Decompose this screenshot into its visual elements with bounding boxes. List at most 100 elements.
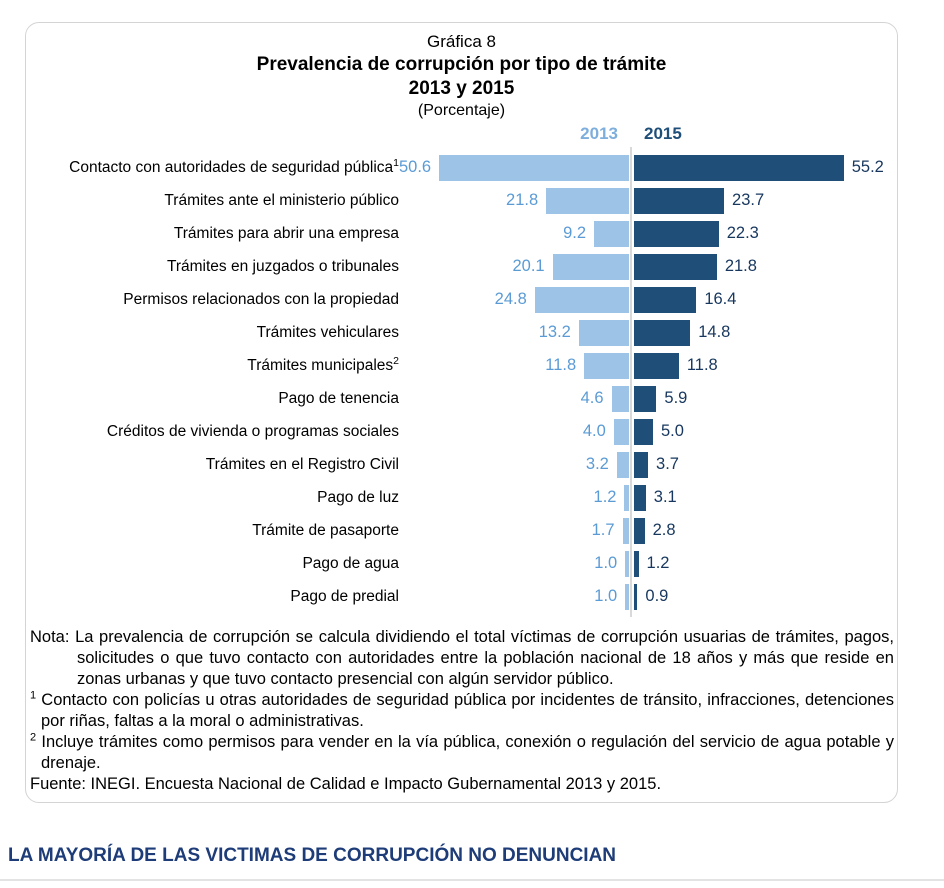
value-2013: 21.8	[506, 191, 539, 209]
category-label: Trámites ante el ministerio público	[164, 191, 399, 209]
chart-title: Prevalencia de corrupción por tipo de tr…	[256, 54, 667, 75]
chart-row: Trámites vehiculares 13.2 14.8	[26, 316, 897, 349]
category-label: Trámites en juzgados o tribunales	[166, 257, 399, 275]
chart-row: Pago de predial 1.0 0.9	[26, 580, 897, 613]
bar-2013	[613, 418, 629, 445]
category-label: Pago de tenencia	[278, 389, 399, 407]
chart-subtitle: 2013 y 2015	[408, 78, 515, 99]
value-2015: 16.4	[704, 290, 737, 308]
bar-zone-2015: 22.3	[634, 217, 897, 250]
bar-zone-2013: 1.7	[399, 514, 629, 547]
bar-2013	[616, 451, 629, 478]
bar-zone-2013: 21.8	[399, 184, 629, 217]
bar-2015	[634, 286, 697, 313]
bar-2013	[584, 352, 629, 379]
category-label: Pago de agua	[302, 554, 399, 572]
bar-zone-2013: 1.0	[399, 580, 629, 613]
bar-zone-2013: 24.8	[399, 283, 629, 316]
value-2015: 3.7	[656, 455, 679, 473]
bar-zone-2015: 55.2	[634, 151, 897, 184]
chart-row: Trámites para abrir una empresa 9.2 22.3	[26, 217, 897, 250]
value-2015: 14.8	[698, 323, 731, 341]
bar-2013	[625, 550, 629, 577]
value-2015: 2.8	[652, 521, 676, 539]
figure-number: Gráfica 8	[427, 32, 496, 51]
chart-figure-box: Gráfica 8 Prevalencia de corrupción por …	[25, 22, 898, 803]
category-label: Trámites municipales2	[247, 354, 399, 374]
chart-row: Pago de tenencia 4.6 5.9	[26, 382, 897, 415]
bar-zone-2015: 0.9	[634, 580, 897, 613]
bar-2013	[552, 253, 629, 280]
value-2015: 5.0	[661, 422, 684, 440]
value-2015: 3.1	[653, 488, 677, 506]
bar-zone-2015: 3.1	[634, 481, 897, 514]
bar-2015	[634, 319, 691, 346]
value-2013: 3.2	[585, 455, 609, 473]
category-label: Trámites vehiculares	[256, 323, 399, 341]
value-2015: 55.2	[851, 158, 884, 176]
bar-2013	[594, 220, 629, 247]
chart-row: Pago de agua 1.0 1.2	[26, 547, 897, 580]
bar-zone-2013: 1.0	[399, 547, 629, 580]
chart-legend: 2013 2015	[481, 124, 781, 144]
chart-row: Permisos relacionados con la propiedad 24…	[26, 283, 897, 316]
bar-zone-2013: 50.6	[399, 151, 629, 184]
bar-zone-2015: 11.8	[634, 349, 897, 382]
value-2013: 4.6	[580, 389, 604, 407]
value-2013: 50.6	[399, 158, 432, 176]
notes-block: Nota: La prevalencia de corrupción se ca…	[30, 627, 894, 795]
category-label: Trámites en el Registro Civil	[205, 455, 399, 473]
bar-zone-2015: 2.8	[634, 514, 897, 547]
bar-2013	[534, 286, 629, 313]
category-label: Trámites para abrir una empresa	[173, 224, 399, 242]
bar-2015	[634, 154, 844, 181]
bar-2013	[439, 154, 629, 181]
bar-rows-container: Contacto con autoridades de seguridad pú…	[26, 151, 897, 613]
bar-2015	[634, 550, 639, 577]
bar-zone-2013: 20.1	[399, 250, 629, 283]
value-2015: 21.8	[724, 257, 757, 275]
center-axis-line	[630, 147, 632, 617]
chart-row: Trámite de pasaporte 1.7 2.8	[26, 514, 897, 547]
footnote-marker: 2	[393, 354, 399, 367]
legend-2013-label: 2013	[580, 124, 618, 143]
chart-row: Trámites municipales2 11.8 11.8	[26, 349, 897, 382]
category-label: Trámite de pasaporte	[252, 521, 399, 539]
bar-zone-2013: 11.8	[399, 349, 629, 382]
bar-zone-2015: 5.0	[634, 415, 897, 448]
bar-zone-2015: 21.8	[634, 250, 897, 283]
category-label: Créditos de vivienda o programas sociale…	[106, 422, 399, 440]
bar-2013	[578, 319, 629, 346]
value-2015: 22.3	[726, 224, 759, 242]
footnote-marker: 1	[393, 156, 399, 169]
bar-2013	[611, 385, 629, 412]
bar-2015	[634, 385, 657, 412]
bar-zone-2015: 3.7	[634, 448, 897, 481]
section-heading: LA MAYORÍA DE LAS VICTIMAS DE CORRUPCIÓN…	[8, 845, 617, 866]
value-2013: 1.0	[594, 587, 618, 605]
note-text: Nota: La prevalencia de corrupción se ca…	[30, 628, 894, 688]
bar-2015	[634, 418, 653, 445]
footnote-2: 2 Incluye trámites como permisos para ve…	[30, 731, 894, 772]
value-2013: 1.2	[593, 488, 617, 506]
category-label: Contacto con autoridades de seguridad pú…	[69, 156, 399, 176]
section-divider-line	[0, 879, 944, 881]
bar-zone-2015: 1.2	[634, 547, 897, 580]
chart-title-block: Gráfica 8 Prevalencia de corrupción por …	[26, 31, 897, 121]
bar-2015	[634, 484, 646, 511]
bar-zone-2015: 23.7	[634, 184, 897, 217]
value-2013: 1.0	[594, 554, 618, 572]
value-2015: 23.7	[732, 191, 765, 209]
bar-2013	[625, 583, 629, 610]
chart-row: Contacto con autoridades de seguridad pú…	[26, 151, 897, 184]
value-2013: 13.2	[538, 323, 571, 341]
bar-2013	[546, 187, 629, 214]
bar-zone-2013: 13.2	[399, 316, 629, 349]
value-2013: 11.8	[545, 356, 577, 374]
chart-row: Créditos de vivienda o programas sociale…	[26, 415, 897, 448]
chart-row: Pago de luz 1.2 3.1	[26, 481, 897, 514]
bar-zone-2013: 4.0	[399, 415, 629, 448]
value-2015: 1.2	[646, 554, 670, 572]
bar-zone-2013: 1.2	[399, 481, 629, 514]
value-2015: 0.9	[645, 587, 669, 605]
